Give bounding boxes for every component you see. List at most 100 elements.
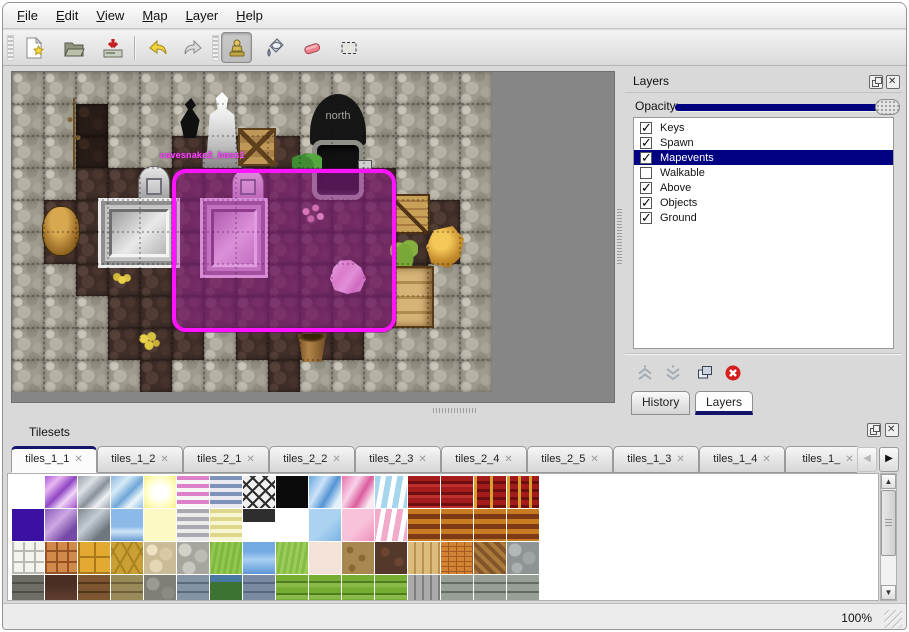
palette-tile[interactable]	[210, 509, 242, 541]
map-tile[interactable]	[268, 296, 300, 328]
dock-tab-layers[interactable]: Layers	[695, 391, 754, 415]
map-tile[interactable]	[44, 264, 76, 296]
palette-tile[interactable]	[177, 542, 209, 574]
palette-tile[interactable]	[276, 509, 308, 541]
dock-tab-history[interactable]: History	[631, 391, 691, 415]
map-tile[interactable]	[172, 72, 204, 104]
palette-scrollbar[interactable]: ▲ ▼	[880, 473, 897, 601]
map-tile[interactable]	[300, 232, 332, 264]
scroll-thumb[interactable]	[881, 490, 896, 556]
map-tile[interactable]	[12, 168, 44, 200]
palette-tile[interactable]	[375, 575, 407, 600]
map-tile[interactable]	[140, 136, 172, 168]
layer-row-above[interactable]: Above	[634, 180, 893, 196]
palette-tile[interactable]	[243, 476, 275, 508]
map-tile[interactable]	[76, 264, 108, 296]
map-tile[interactable]	[268, 232, 300, 264]
map-tile[interactable]	[396, 104, 428, 136]
palette-tile[interactable]	[243, 575, 275, 600]
map-tile[interactable]	[108, 72, 140, 104]
palette-tile[interactable]	[408, 542, 440, 574]
palette-tile[interactable]	[45, 575, 77, 600]
map-tile[interactable]	[428, 136, 460, 168]
palette-tile[interactable]	[111, 509, 143, 541]
palette-tile[interactable]	[474, 476, 506, 508]
map-tile[interactable]	[460, 232, 492, 264]
palette-tile[interactable]	[408, 509, 440, 541]
map-tile[interactable]	[332, 328, 364, 360]
map-tile[interactable]	[12, 360, 44, 392]
map-tile[interactable]	[268, 200, 300, 232]
map-tile[interactable]	[396, 328, 428, 360]
stamp-tool-button[interactable]	[221, 32, 252, 63]
map-tile[interactable]	[44, 168, 76, 200]
map-tile[interactable]	[76, 296, 108, 328]
map-tile[interactable]	[364, 264, 396, 296]
tileset-tab-tiles_2_1[interactable]: tiles_2_1 ✕	[183, 446, 269, 473]
map-tile[interactable]	[108, 136, 140, 168]
palette-tile[interactable]	[45, 542, 77, 574]
palette-tile[interactable]	[78, 509, 110, 541]
map-tile[interactable]	[76, 360, 108, 392]
tab-close-icon[interactable]: ✕	[418, 454, 427, 465]
map-tile[interactable]	[364, 360, 396, 392]
palette-tile[interactable]	[441, 476, 473, 508]
map-tile[interactable]	[332, 360, 364, 392]
map-tile[interactable]	[364, 104, 396, 136]
map-tile[interactable]	[12, 200, 44, 232]
map-tile[interactable]	[332, 232, 364, 264]
map-tile[interactable]	[236, 72, 268, 104]
layer-checkbox[interactable]	[640, 166, 652, 179]
map-tile[interactable]	[364, 200, 396, 232]
palette-tile[interactable]	[474, 575, 506, 600]
layer-checkbox[interactable]	[640, 210, 652, 226]
tileset-tab-tiles_2_4[interactable]: tiles_2_4 ✕	[441, 446, 527, 473]
tab-close-icon[interactable]: ✕	[590, 454, 599, 465]
tileset-tab-tiles_1_[interactable]: tiles_1_ ✕	[785, 446, 857, 473]
select-tool-button[interactable]	[333, 32, 364, 63]
tileset-tab-tiles_1_2[interactable]: tiles_1_2 ✕	[97, 446, 183, 473]
palette-tile[interactable]	[408, 476, 440, 508]
palette-tile[interactable]	[474, 542, 506, 574]
palette-tile[interactable]	[144, 476, 176, 508]
palette-tile[interactable]	[342, 509, 374, 541]
tile-palette[interactable]	[7, 473, 879, 601]
map-tile[interactable]	[428, 328, 460, 360]
palette-tile[interactable]	[507, 509, 539, 541]
tileset-tab-tiles_1_4[interactable]: tiles_1_4 ✕	[699, 446, 785, 473]
map-tile[interactable]	[140, 360, 172, 392]
map-tile[interactable]	[268, 328, 300, 360]
layer-list[interactable]: Keys Spawn Mapevents Walkable Above Objects Gr…	[633, 117, 894, 349]
palette-tile[interactable]	[111, 542, 143, 574]
palette-tile[interactable]	[342, 575, 374, 600]
tileset-tab-tiles_2_5[interactable]: tiles_2_5 ✕	[527, 446, 613, 473]
map-tile[interactable]	[44, 360, 76, 392]
palette-tile[interactable]	[441, 509, 473, 541]
map-tile[interactable]	[76, 328, 108, 360]
map-tile[interactable]	[460, 264, 492, 296]
tilesets-close-button[interactable]	[885, 423, 899, 437]
palette-tile[interactable]	[243, 509, 275, 541]
map-tile[interactable]	[396, 360, 428, 392]
menu-layer[interactable]: Layer	[185, 8, 219, 23]
palette-tile[interactable]	[111, 575, 143, 600]
palette-tile[interactable]	[507, 575, 539, 600]
palette-tile[interactable]	[78, 575, 110, 600]
layer-checkbox[interactable]	[640, 135, 652, 151]
layer-row-spawn[interactable]: Spawn	[634, 135, 893, 151]
map-tile[interactable]	[236, 328, 268, 360]
palette-tile[interactable]	[309, 575, 341, 600]
map-tile[interactable]	[204, 168, 236, 200]
opacity-slider-handle[interactable]	[875, 99, 900, 115]
map-tile[interactable]	[204, 328, 236, 360]
save-file-button[interactable]	[97, 32, 128, 63]
map-tile[interactable]	[172, 360, 204, 392]
layer-checkbox[interactable]	[640, 120, 652, 136]
horizontal-splitter-grip[interactable]	[433, 408, 477, 413]
menu-map[interactable]: Map	[142, 8, 168, 23]
map-tile[interactable]	[12, 72, 44, 104]
eraser-tool-button[interactable]	[296, 32, 327, 63]
tileset-tab-tiles_2_3[interactable]: tiles_2_3 ✕	[355, 446, 441, 473]
layer-row-objects[interactable]: Objects	[634, 195, 893, 211]
map-tile[interactable]	[44, 296, 76, 328]
